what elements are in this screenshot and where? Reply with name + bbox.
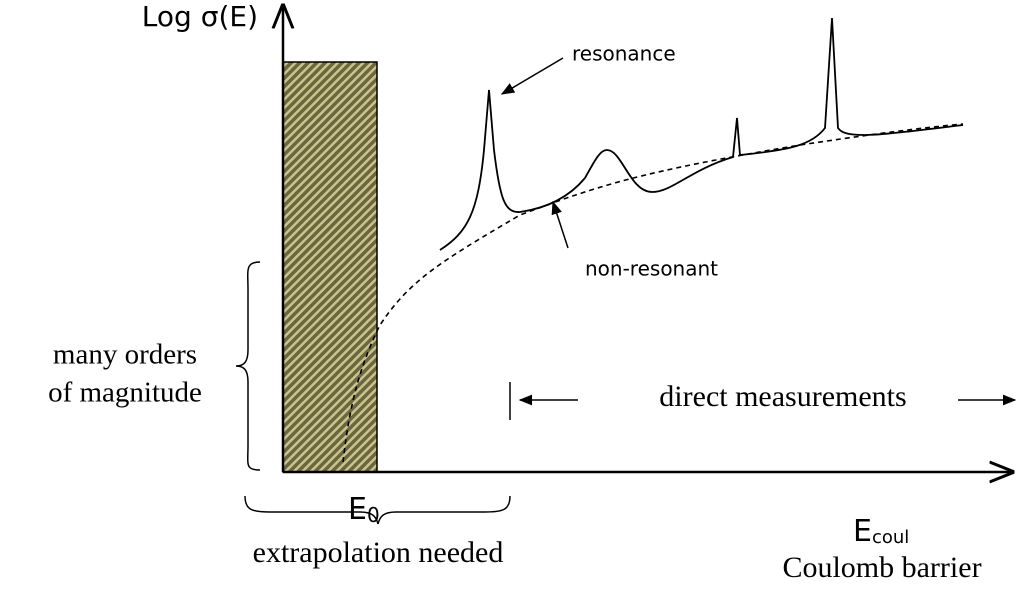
cross-section-curve (439, 17, 964, 251)
bottom-brace (244, 495, 511, 525)
coulomb-label: Coulomb barrier (782, 551, 981, 584)
magnitude-line-2: of magnitude (48, 377, 202, 409)
resonance-label: resonance (572, 42, 676, 66)
magnitude-line-1: many orders (53, 339, 197, 371)
e0-label: E0 (348, 492, 380, 527)
resonance-arrow (500, 57, 564, 95)
non-resonant-arrow (551, 200, 569, 249)
ecoul-label: Ecoul (853, 514, 909, 549)
non-resonant-label: non-resonant (585, 257, 718, 281)
direct-measurements-label: direct measurements (659, 380, 906, 413)
extrapolation-region (282, 61, 378, 473)
y-axis-label: Log σ(E) (142, 0, 258, 33)
extrapolation-label: extrapolation needed (253, 536, 504, 569)
left-brace (235, 261, 261, 471)
